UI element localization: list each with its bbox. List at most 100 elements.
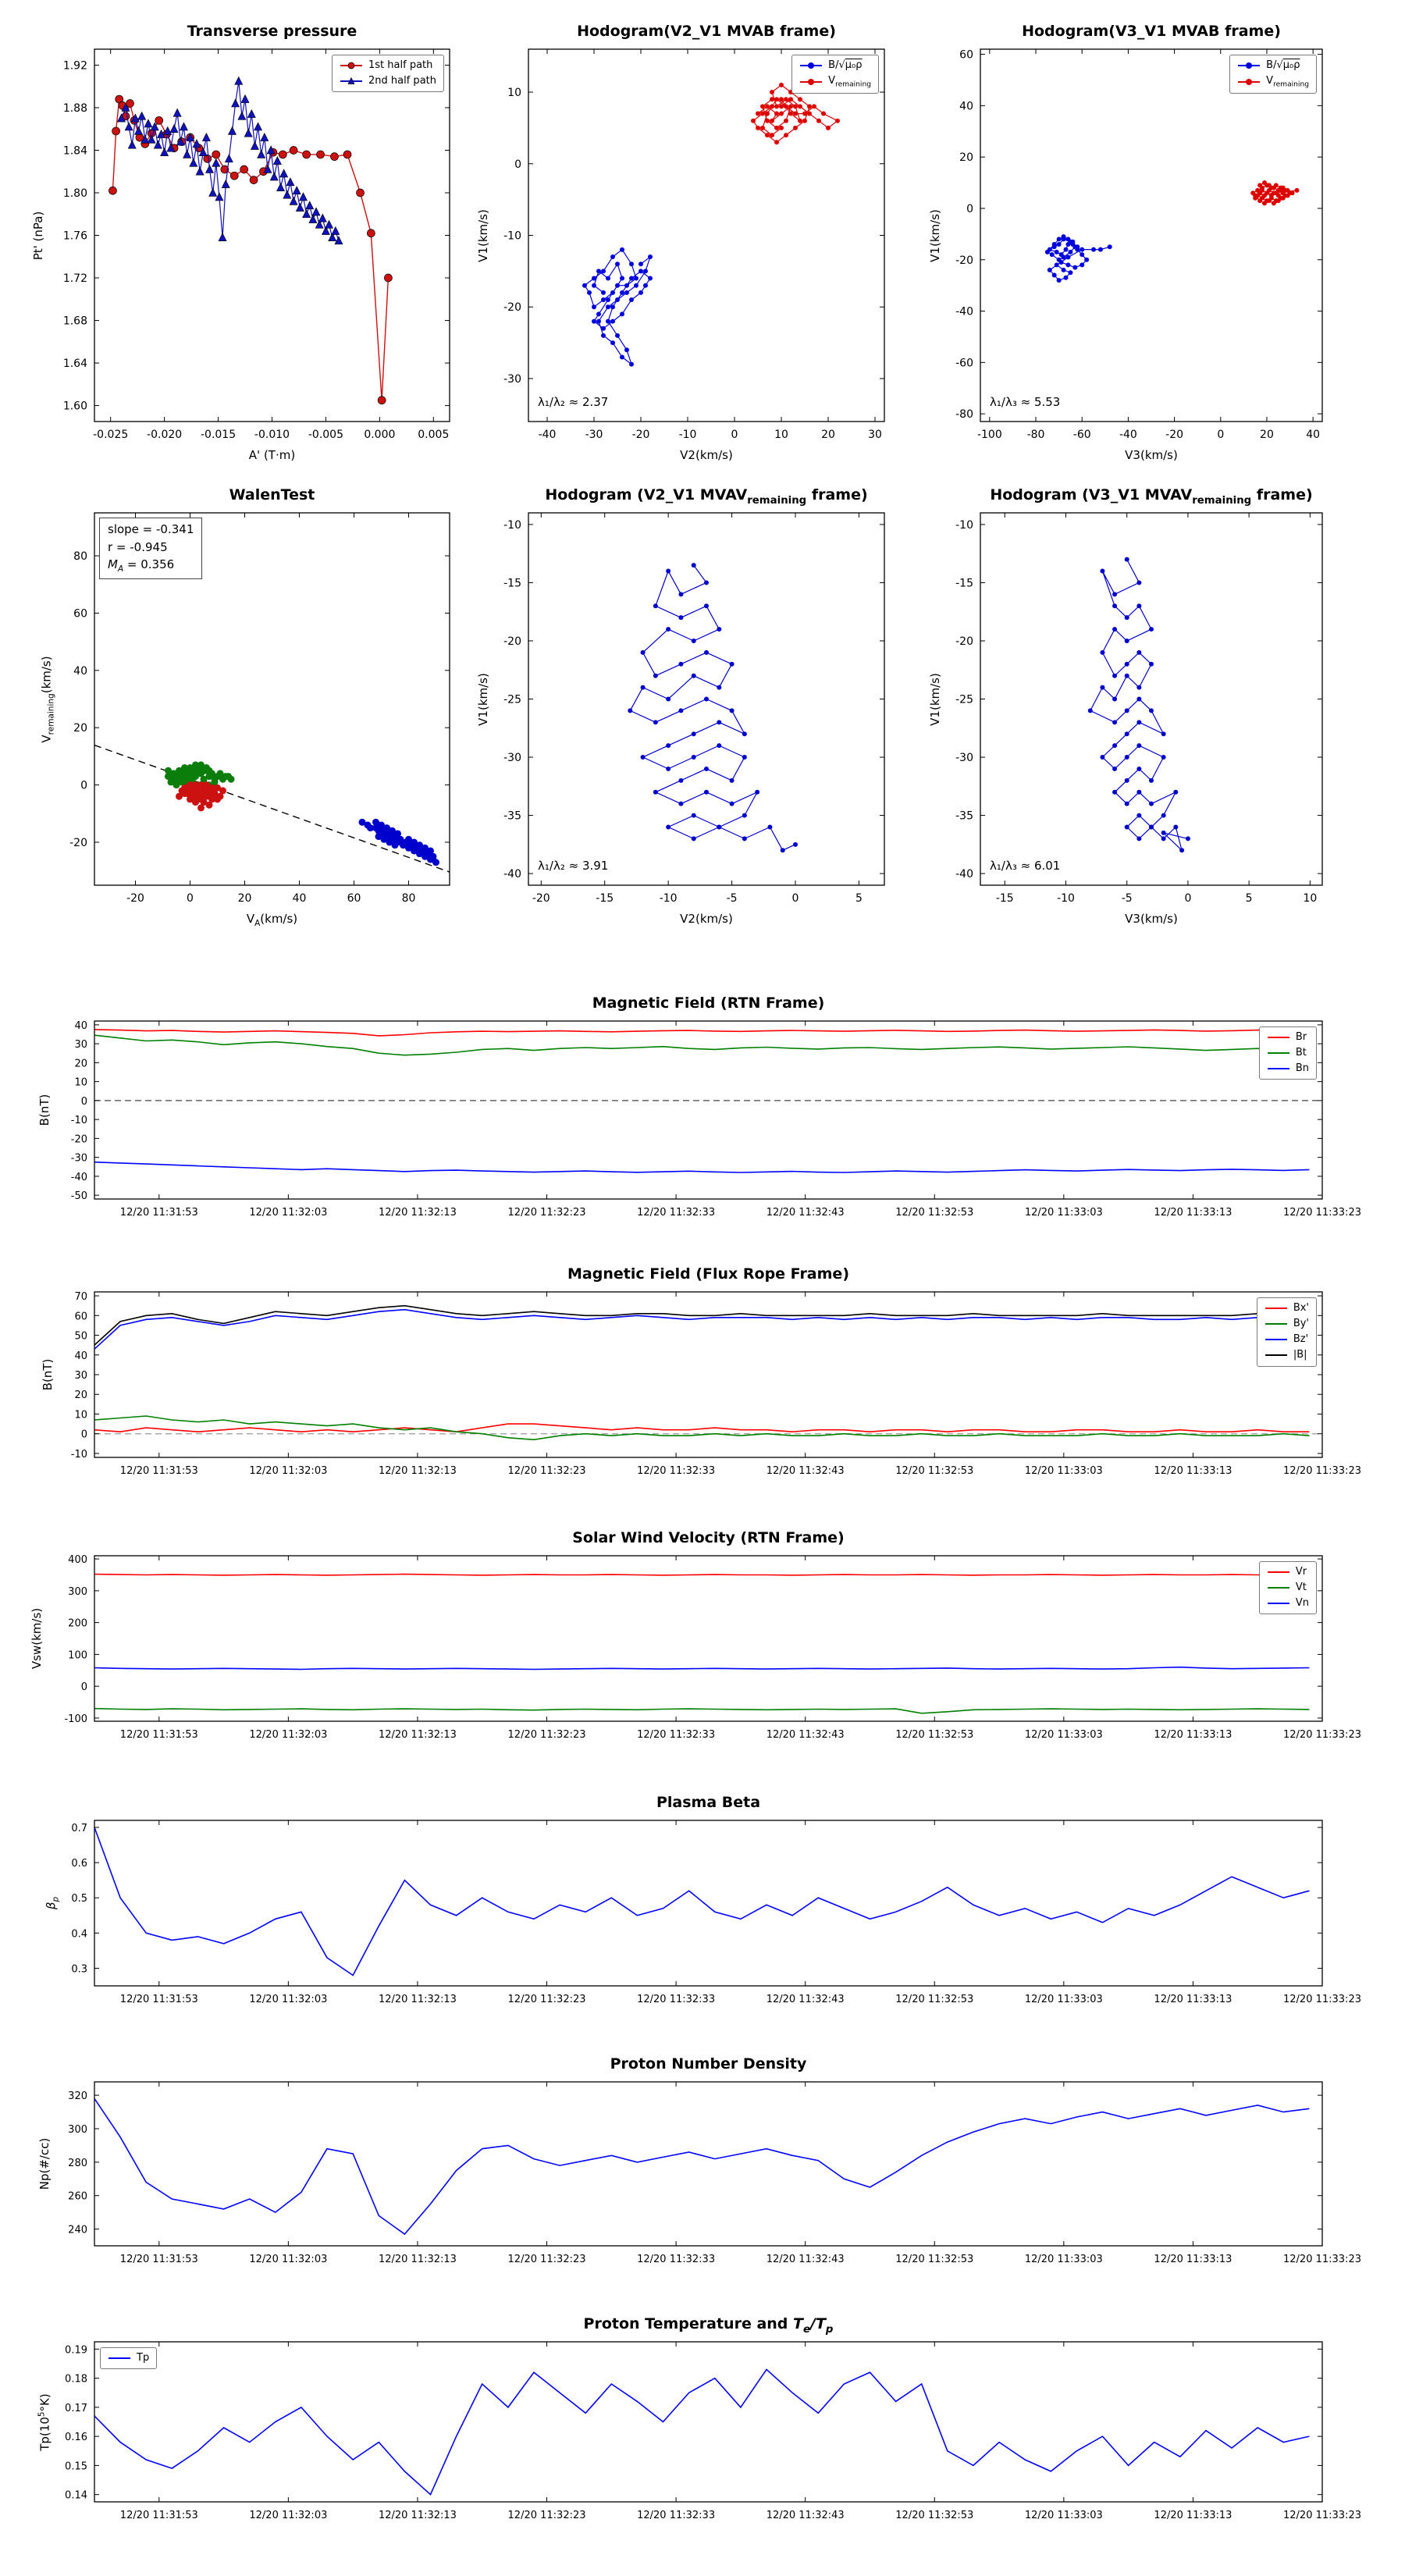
- svg-text:-25: -25: [955, 694, 973, 706]
- c-hod-b3-annotation: λ₁/λ₃ ≈ 5.53: [990, 395, 1061, 409]
- svg-text:-0.020: -0.020: [147, 429, 182, 441]
- svg-text:280: 280: [68, 2158, 87, 2169]
- svg-text:-15: -15: [503, 577, 521, 589]
- svg-text:12/20 11:32:03: 12/20 11:32:03: [249, 1465, 327, 1477]
- legend-swatch-icon: [340, 77, 363, 85]
- c-hod-v3-title: Hodogram (V3_V1 MVAVremaining frame): [990, 486, 1313, 507]
- c-beta-ylabel: βp: [44, 1896, 61, 1910]
- svg-text:12/20 11:32:33: 12/20 11:32:33: [637, 2254, 715, 2265]
- svg-text:20: 20: [238, 892, 252, 905]
- svg-text:12/20 11:32:53: 12/20 11:32:53: [895, 1465, 973, 1477]
- legend-swatch-icon: [1238, 62, 1261, 69]
- svg-text:20: 20: [74, 1058, 87, 1069]
- svg-text:-20: -20: [955, 635, 973, 648]
- svg-text:0: 0: [81, 1096, 87, 1108]
- c-hod-b2-ylabel: V1(km/s): [476, 208, 490, 262]
- c-hod-b2-legend: B/√μ₀ρ Vremaining: [791, 55, 879, 94]
- svg-text:12/20 11:33:23: 12/20 11:33:23: [1283, 2254, 1361, 2265]
- legend-swatch-icon: [1264, 1308, 1287, 1310]
- svg-text:0.16: 0.16: [65, 2432, 87, 2443]
- svg-text:-25: -25: [503, 694, 521, 706]
- hodogram-v2v1-mvab-plot: -40 -30 -20 -10 0 10 20 30 -30 -20 -10 0 10 Hodogram(…: [476, 23, 885, 462]
- svg-text:0: 0: [81, 1681, 87, 1693]
- svg-text:0: 0: [514, 158, 521, 171]
- svg-text:-10: -10: [1057, 892, 1075, 905]
- legend-entry: Br: [1267, 1030, 1309, 1045]
- svg-text:12/20 11:32:53: 12/20 11:32:53: [895, 2510, 973, 2521]
- c-tp-ylabel: Tp(105°K): [37, 2393, 52, 2451]
- svg-text:5: 5: [1246, 892, 1253, 905]
- svg-text:12/20 11:31:53: 12/20 11:31:53: [120, 2254, 198, 2265]
- svg-text:12/20 11:32:13: 12/20 11:32:13: [379, 1207, 457, 1219]
- svg-text:40: 40: [1306, 429, 1320, 441]
- svg-text:12/20 11:32:23: 12/20 11:32:23: [508, 2254, 586, 2265]
- c-hod-v2-title: Hodogram (V2_V1 MVAVremaining frame): [545, 486, 868, 507]
- svg-text:0.7: 0.7: [71, 1823, 87, 1834]
- svg-text:0.19: 0.19: [65, 2344, 87, 2356]
- svg-text:12/20 11:33:03: 12/20 11:33:03: [1025, 1729, 1103, 1741]
- svg-text:20: 20: [821, 429, 835, 441]
- c-vsw-title: Solar Wind Velocity (RTN Frame): [572, 1529, 845, 1546]
- svg-text:12/20 11:32:13: 12/20 11:32:13: [379, 2254, 457, 2265]
- c-np-title: Proton Number Density: [610, 2055, 807, 2073]
- c-pt-legend: 1st half path 2nd half path: [332, 55, 444, 93]
- c-hod-v3-ylabel: V1(km/s): [928, 672, 942, 726]
- svg-text:60: 60: [74, 1311, 87, 1322]
- c-hod-b3-ylabel: V1(km/s): [928, 208, 942, 262]
- svg-text:1.60: 1.60: [63, 400, 87, 413]
- legend-label: Vr: [1295, 1566, 1307, 1578]
- svg-text:12/20 11:32:53: 12/20 11:32:53: [895, 1207, 973, 1219]
- legend-label: 1st half path: [368, 59, 433, 71]
- legend-entry: Bx': [1264, 1300, 1309, 1316]
- c-pt-ylabel: Pt' (nPa): [31, 211, 45, 260]
- legend-swatch-icon: [1267, 1571, 1289, 1574]
- svg-text:12/20 11:32:33: 12/20 11:32:33: [637, 2510, 715, 2521]
- svg-text:40: 40: [73, 665, 87, 678]
- svg-text:-80: -80: [955, 408, 973, 421]
- svg-text:0: 0: [1217, 429, 1224, 441]
- legend-entry: Vn: [1267, 1596, 1309, 1611]
- legend-entry: Vr: [1267, 1564, 1309, 1580]
- c-walen-title: WalenTest: [229, 486, 315, 503]
- svg-text:300: 300: [68, 1586, 87, 1598]
- svg-text:0.18: 0.18: [65, 2374, 87, 2386]
- legend-label: Vt: [1295, 1582, 1307, 1594]
- legend-entry: Vremaining: [799, 73, 871, 91]
- proton-temperature-plot: 12/20 11:31:53 12/20 11:32:03 12/20 11:32:…: [37, 2315, 1361, 2521]
- svg-text:12/20 11:32:53: 12/20 11:32:53: [895, 2254, 973, 2265]
- svg-text:20: 20: [73, 722, 87, 735]
- c-hod-v2-svg: -20 -15 -10 -5 0 5 -40 -35 -30 -25 -20 -15 -10: [503, 512, 885, 905]
- svg-text:1.76: 1.76: [63, 230, 87, 243]
- svg-text:80: 80: [73, 550, 87, 563]
- svg-text:-10: -10: [955, 519, 973, 532]
- c-hod-b2-xlabel: V2(km/s): [680, 448, 733, 462]
- plasma-beta-plot: 12/20 11:31:53 12/20 11:32:03 12/20 11:32:…: [44, 1794, 1361, 2005]
- c-np-ylabel: Np(#/cc): [37, 2137, 52, 2190]
- svg-text:-20: -20: [632, 429, 650, 441]
- legend-swatch-icon: [1267, 1052, 1289, 1055]
- c-walen-textbox: slope = -0.341 r = -0.945 MA = 0.356: [99, 518, 203, 579]
- legend-swatch-icon: [1267, 1587, 1289, 1589]
- svg-text:-10: -10: [71, 1115, 87, 1126]
- svg-text:12/20 11:33:23: 12/20 11:33:23: [1283, 1465, 1361, 1477]
- svg-text:320: 320: [68, 2090, 87, 2102]
- svg-text:240: 240: [68, 2225, 87, 2236]
- c-bfr-ylabel: B(nT): [41, 1358, 55, 1391]
- legend-label: B/√μ₀ρ: [828, 59, 863, 71]
- svg-text:12/20 11:33:23: 12/20 11:33:23: [1283, 2510, 1361, 2521]
- svg-text:-20: -20: [955, 254, 973, 267]
- c-hod-v3-xlabel: V3(km/s): [1125, 912, 1178, 926]
- svg-text:-15: -15: [596, 892, 614, 905]
- walen-test-plot: -20 0 20 40 60 80 -20 0 20 40 60 80 WalenTest VA(km/s…: [40, 486, 450, 928]
- svg-text:-30: -30: [71, 1153, 87, 1165]
- svg-text:12/20 11:32:43: 12/20 11:32:43: [767, 2510, 845, 2521]
- svg-text:10: 10: [1303, 892, 1317, 905]
- c-tp-legend: Tp: [100, 2347, 158, 2370]
- svg-text:0.14: 0.14: [65, 2490, 87, 2502]
- svg-text:-35: -35: [955, 810, 973, 823]
- svg-text:10: 10: [774, 429, 788, 441]
- svg-text:-30: -30: [503, 373, 521, 386]
- transverse-pressure-plot: -0.025 -0.020 -0.015 -0.010 -0.005 0.000 0.005…: [31, 23, 450, 462]
- legend-entry: Tp: [108, 2350, 149, 2366]
- svg-text:0.000: 0.000: [364, 429, 395, 441]
